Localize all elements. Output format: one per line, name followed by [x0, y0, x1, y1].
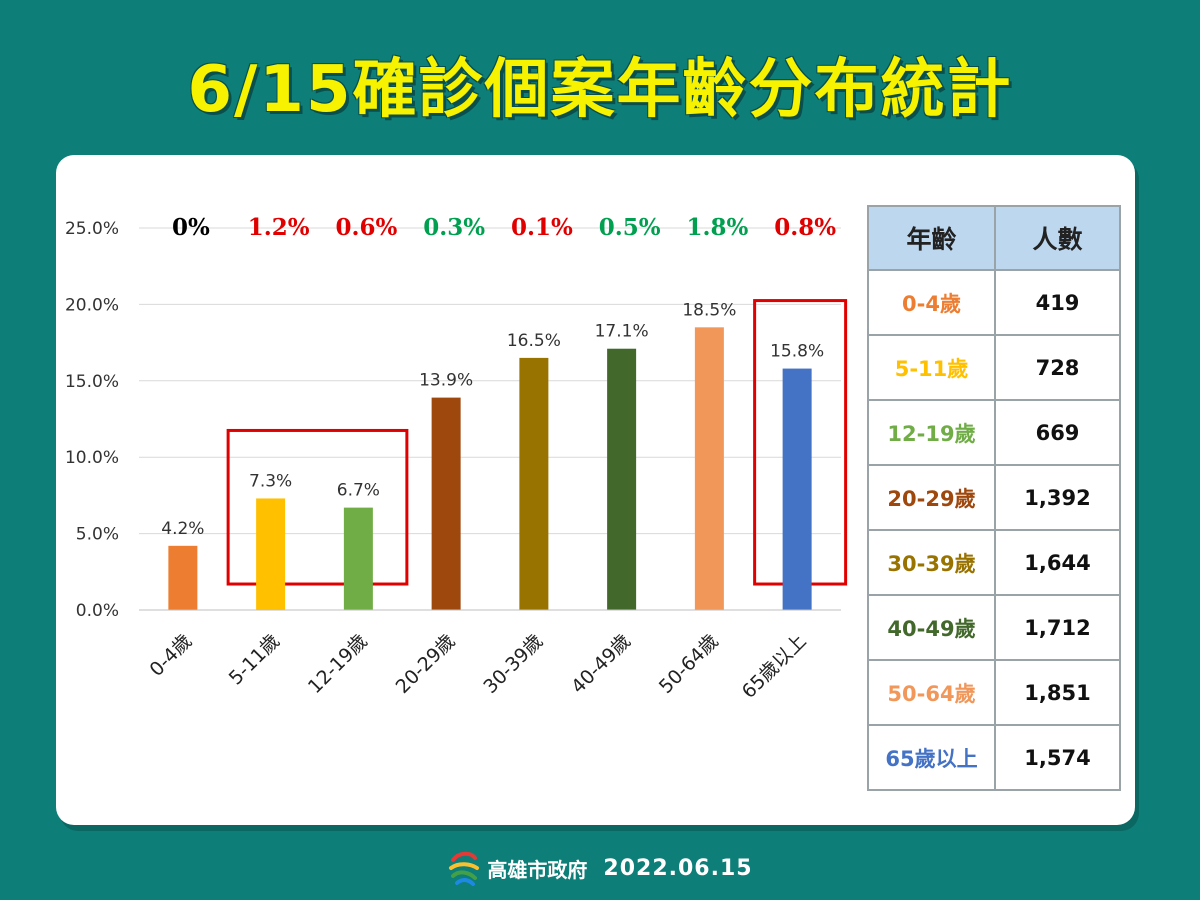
x-tick-label: 12-19歲 — [304, 630, 372, 698]
x-tick-label: 20-29歲 — [392, 630, 460, 698]
count-cell: 669 — [994, 399, 1121, 466]
age-count-table: 年齡 人數 0-4歲 419 5-11歲 728 12-19歲 669 20-29歲 1,39… — [867, 205, 1121, 791]
data-label: 7.3% — [249, 471, 292, 491]
kaohsiung-logo-icon — [449, 851, 480, 886]
table-row: 40-49歲 1,712 — [867, 594, 1121, 661]
x-tick-label: 0-4歲 — [145, 630, 196, 681]
bar — [256, 498, 286, 610]
count-cell: 1,392 — [994, 464, 1121, 531]
change-label: 0.5% — [599, 214, 661, 241]
table-row: 5-11歲 728 — [867, 334, 1121, 401]
y-tick-label: 10.0% — [65, 448, 119, 468]
age-cell: 12-19歲 — [867, 399, 996, 466]
age-cell: 20-29歲 — [867, 464, 996, 531]
change-label: 1.2% — [248, 214, 310, 241]
table-row: 65歲以上 1,574 — [867, 724, 1121, 791]
change-label: 0.3% — [423, 214, 485, 241]
age-cell: 65歲以上 — [867, 724, 996, 791]
data-label: 15.8% — [770, 342, 824, 362]
bar — [519, 357, 549, 610]
table-row: 50-64歲 1,851 — [867, 659, 1121, 726]
bar-chart: 0.0% 5.0% 10.0% 15.0% 20.0% 25.0% 4.2% 0% 0-4歲 7.… — [65, 214, 848, 703]
bar — [607, 348, 637, 610]
count-cell: 1,851 — [994, 659, 1121, 726]
table-header-row: 年齡 人數 — [867, 205, 1121, 271]
change-label: 1.8% — [686, 214, 748, 241]
count-cell: 1,712 — [994, 594, 1121, 661]
age-cell: 40-49歲 — [867, 594, 996, 661]
change-label: 0.1% — [511, 214, 573, 241]
data-label: 6.7% — [337, 481, 380, 501]
x-tick-label: 65歲以上 — [738, 630, 811, 703]
change-label: 0% — [172, 214, 210, 241]
table-row: 30-39歲 1,644 — [867, 529, 1121, 596]
table-row: 20-29歲 1,392 — [867, 464, 1121, 531]
y-tick-label: 25.0% — [65, 219, 119, 239]
change-label: 0.8% — [774, 214, 836, 241]
y-tick-label: 0.0% — [76, 601, 119, 621]
org-name: 高雄市政府 — [487, 857, 588, 882]
count-cell: 1,574 — [994, 724, 1121, 791]
change-label: 0.6% — [335, 214, 397, 241]
count-cell: 419 — [994, 269, 1121, 336]
bar — [343, 507, 373, 610]
x-tick-label: 50-64歲 — [655, 630, 723, 698]
bar — [431, 397, 461, 610]
bar — [694, 327, 724, 610]
x-tick-label: 40-49歲 — [567, 630, 635, 698]
highlight-box — [226, 428, 409, 586]
data-label: 4.2% — [161, 519, 204, 539]
data-label: 17.1% — [595, 322, 649, 342]
table-row: 12-19歲 669 — [867, 399, 1121, 466]
y-tick-label: 20.0% — [65, 295, 119, 315]
bar — [168, 545, 198, 610]
table-row: 0-4歲 419 — [867, 269, 1121, 336]
y-tick-label: 5.0% — [76, 525, 119, 545]
data-label: 18.5% — [682, 300, 736, 320]
footer-date: 2022.06.15 — [603, 855, 753, 881]
header-count: 人數 — [994, 205, 1121, 271]
y-tick-label: 15.0% — [65, 372, 119, 392]
x-tick-label: 30-39歲 — [479, 630, 547, 698]
bar — [782, 368, 812, 610]
count-cell: 1,644 — [994, 529, 1121, 596]
footer: 高雄市政府 2022.06.15 — [0, 848, 1200, 888]
count-cell: 728 — [994, 334, 1121, 401]
data-label: 16.5% — [507, 331, 561, 351]
page-title: 6/15確診個案年齡分布統計 — [187, 53, 1013, 127]
age-cell: 0-4歲 — [867, 269, 996, 336]
age-cell: 5-11歲 — [867, 334, 996, 401]
header-age: 年齡 — [867, 205, 996, 271]
age-cell: 30-39歲 — [867, 529, 996, 596]
data-label: 13.9% — [419, 371, 473, 391]
x-tick-label: 5-11歲 — [225, 630, 284, 689]
age-cell: 50-64歲 — [867, 659, 996, 726]
